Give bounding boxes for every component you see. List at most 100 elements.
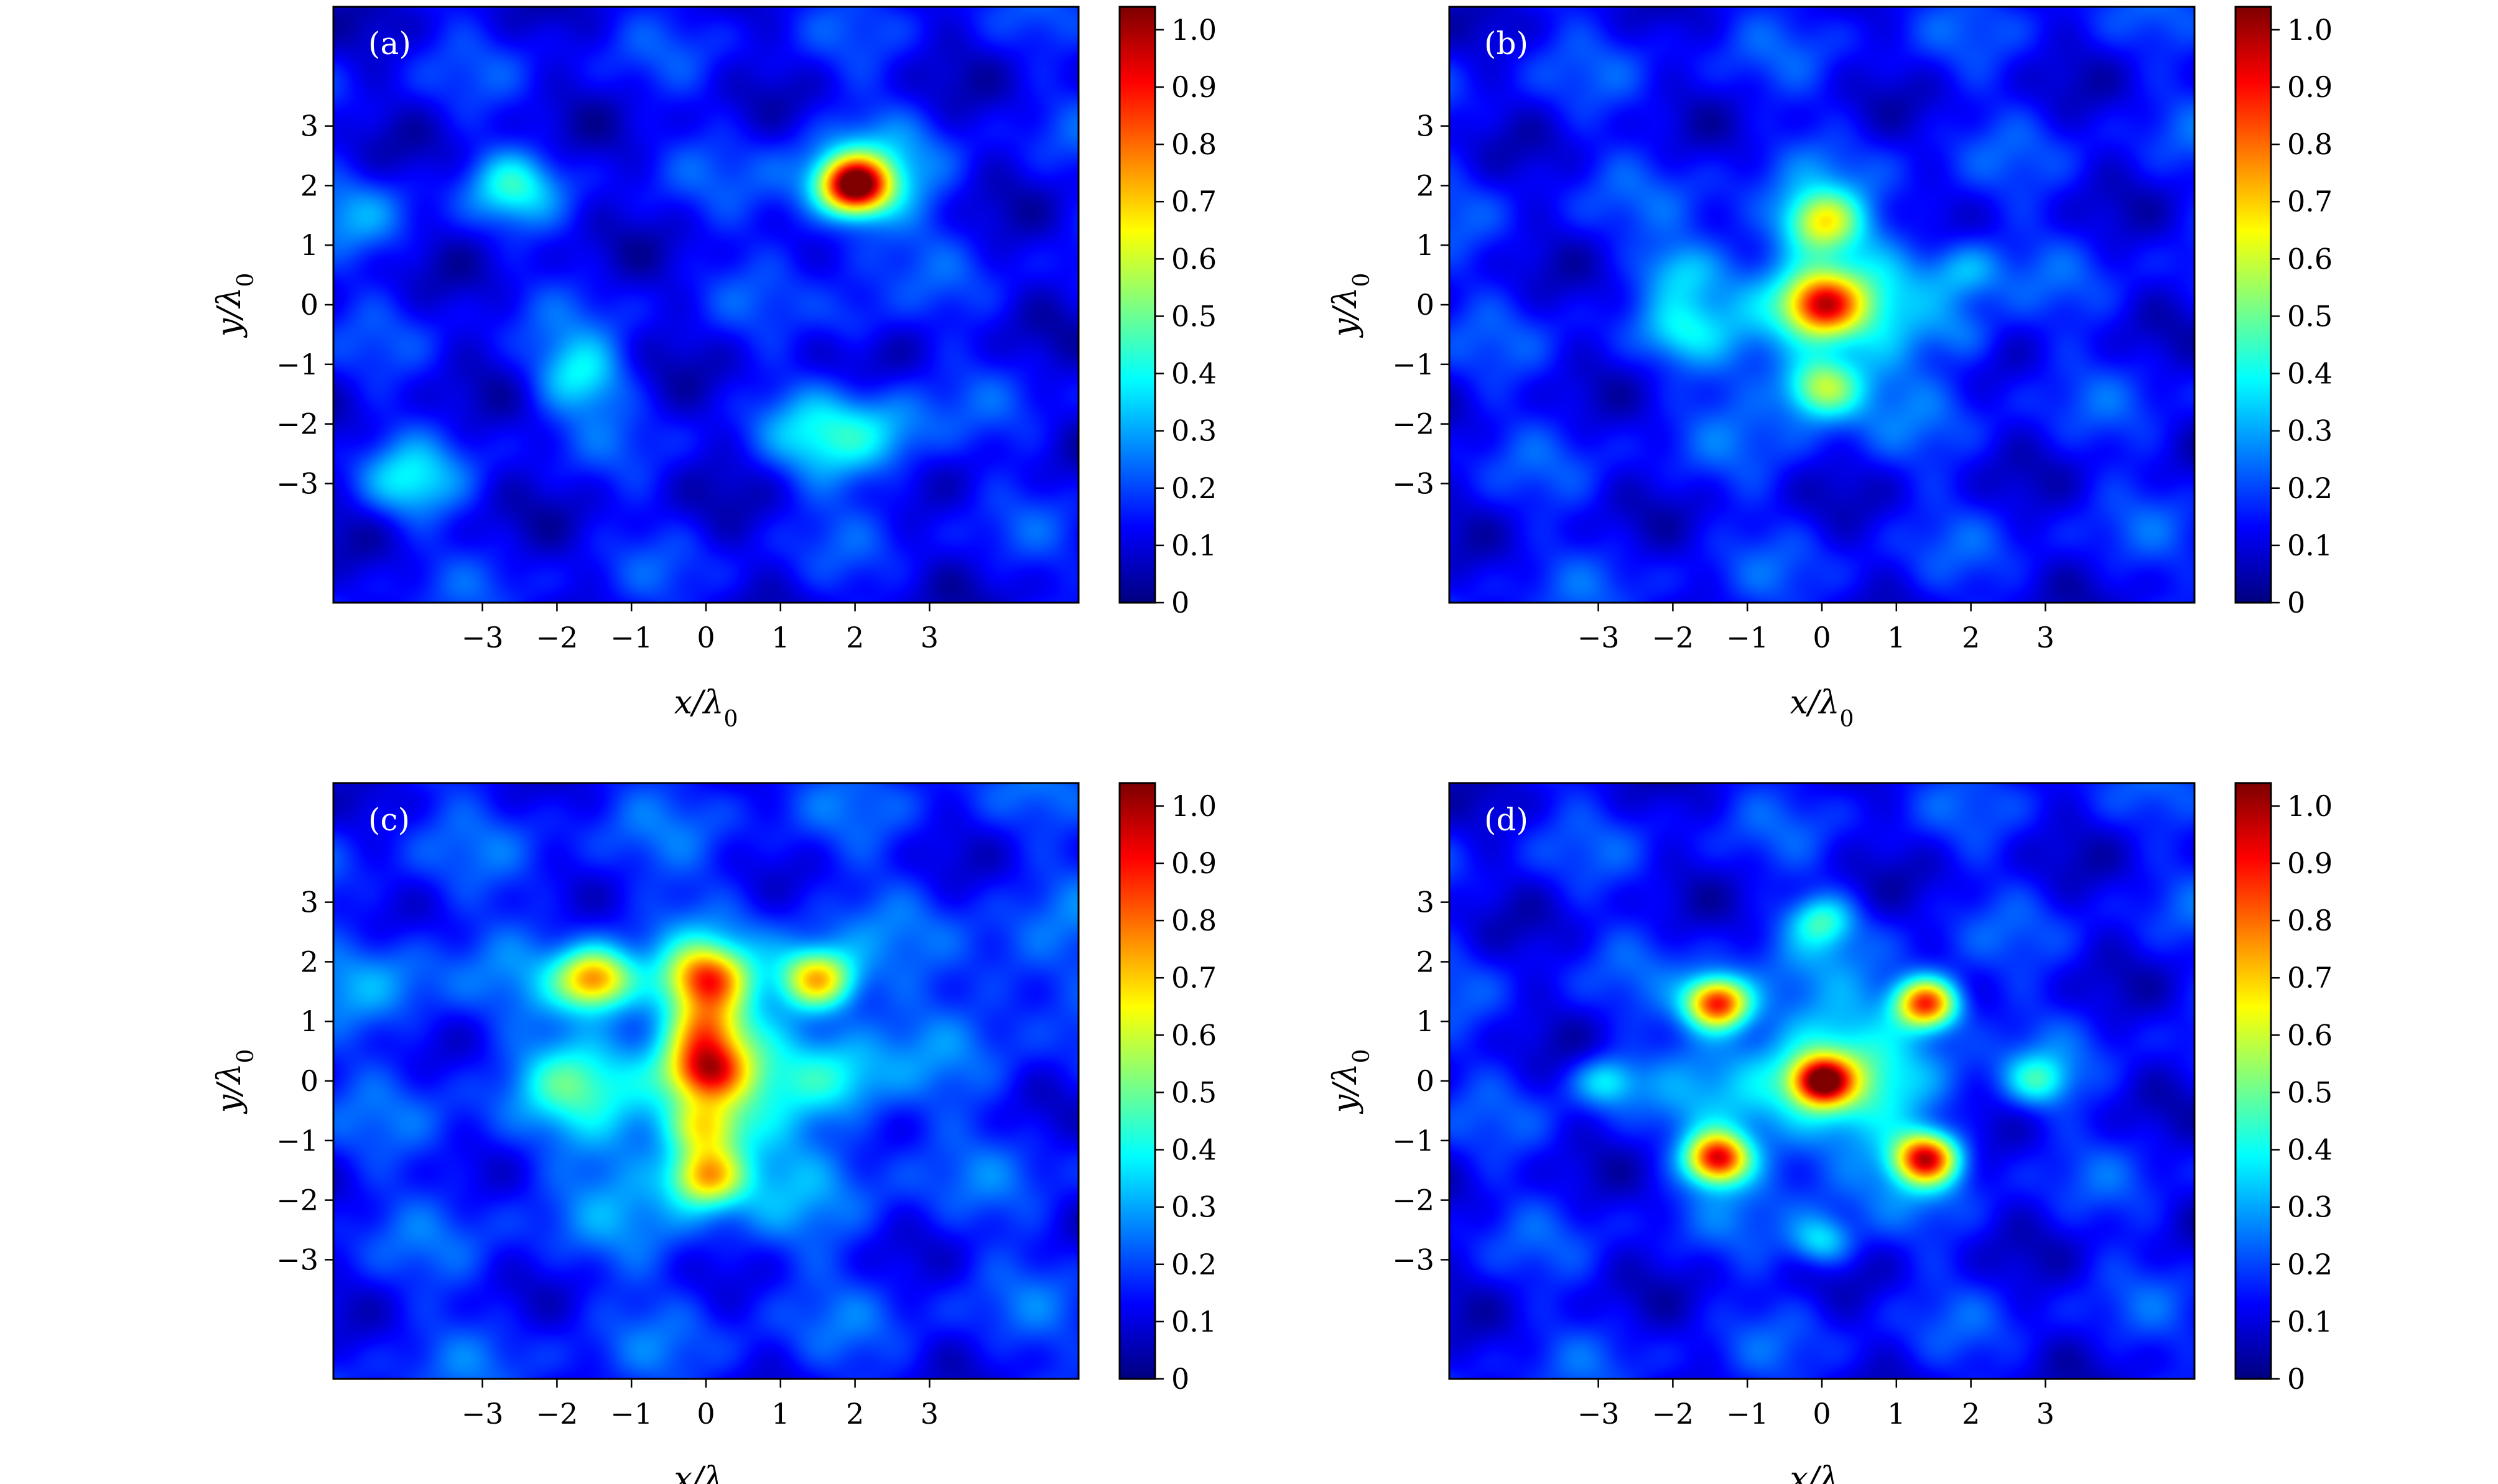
x-tick-label: −1 — [1726, 621, 1768, 654]
x-tick-label: −1 — [610, 1397, 652, 1431]
y-axis-label: y/λ0 — [211, 1049, 259, 1115]
panel-d: (d) −3 −2 −1 0 1 2 3 3 2 1 0 −1 −2 −3 x/λ0 y/λ0 0 0.1 0.2 0.… — [1327, 782, 2333, 1484]
y-axis-label: y/λ0 — [1327, 273, 1375, 338]
y-tick-label: −3 — [276, 1243, 318, 1276]
colorbar-tick-label: 0.6 — [2287, 242, 2333, 276]
colorbar-tick-label: 0.7 — [1171, 185, 1217, 218]
y-tick-label: 3 — [1416, 109, 1434, 143]
colorbar-tick-label: 0.2 — [2287, 1248, 2333, 1281]
colorbar-frame — [2234, 6, 2272, 604]
colorbar-tick-label: 1.0 — [1171, 13, 1217, 47]
y-tick-label: −2 — [1392, 407, 1434, 441]
y-tick-label: 1 — [300, 1004, 318, 1038]
colorbar-gradient — [2236, 7, 2271, 603]
x-tick-label: 1 — [771, 621, 789, 654]
x-tick-label: −2 — [1651, 1397, 1694, 1431]
y-tick-label: −3 — [1392, 1243, 1434, 1276]
panel-label: (c) — [368, 802, 410, 838]
panel-b: (b) −3 −2 −1 0 1 2 3 3 2 1 0 −1 −2 −3 x/λ0 y/λ0 0 0.1 0.2 0.… — [1327, 6, 2333, 732]
y-tick-label: 2 — [1416, 169, 1434, 202]
colorbar-tick-label: 0.9 — [2287, 846, 2333, 880]
x-tick-label: 1 — [1887, 1397, 1905, 1431]
x-tick-label: 0 — [1813, 1397, 1831, 1431]
heatmap-image — [333, 7, 1079, 603]
x-tick-label: 3 — [2036, 621, 2055, 654]
heatmap-image — [1449, 7, 2194, 603]
colorbar-tick-label: 0.4 — [2287, 357, 2333, 391]
x-tick-label: 3 — [2036, 1397, 2055, 1431]
y-tick-label: −3 — [1392, 466, 1434, 500]
colorbar-tick-label: 1.0 — [2287, 13, 2333, 47]
y-tick-label: 3 — [300, 886, 318, 919]
colorbar-tick-label: 0.1 — [1171, 529, 1217, 562]
colorbar-tick-label: 0.2 — [1171, 471, 1217, 505]
colorbar-tick-label: 0.5 — [1171, 299, 1217, 333]
y-tick-label: 2 — [1416, 945, 1434, 978]
colorbar-tick-label: 0.3 — [1171, 1190, 1217, 1224]
colorbar-frame — [1118, 6, 1156, 604]
colorbar-frame — [1118, 782, 1156, 1380]
x-tick-label: 0 — [1813, 621, 1831, 654]
y-tick-label: 1 — [1416, 228, 1434, 262]
x-tick-label: −3 — [1577, 1397, 1620, 1431]
x-tick-label: 1 — [771, 1397, 789, 1431]
y-tick-label: −1 — [276, 348, 318, 381]
colorbar-tick-label: 0 — [2287, 586, 2305, 619]
x-tick-label: −3 — [1577, 621, 1620, 654]
y-tick-label: 0 — [300, 288, 318, 322]
colorbar-tick-label: 0.3 — [1171, 414, 1217, 448]
colorbar-tick-label: 0.7 — [2287, 185, 2333, 218]
y-tick-label: 2 — [300, 945, 318, 978]
y-tick-label: 1 — [300, 228, 318, 262]
y-tick-label: 3 — [1416, 886, 1434, 919]
x-axis-label: x/λ0 — [674, 1460, 738, 1484]
colorbar-tick-label: 0 — [1171, 586, 1189, 619]
colorbar-tick-label: 0.3 — [2287, 1190, 2333, 1224]
colorbar-tick-label: 1.0 — [1171, 789, 1217, 823]
x-tick-label: −2 — [536, 1397, 578, 1431]
x-tick-label: 0 — [697, 1397, 715, 1431]
colorbar-tick-label: 0.4 — [1171, 357, 1217, 391]
panel-label: (a) — [368, 26, 411, 62]
x-tick-label: 1 — [1887, 621, 1905, 654]
colorbar-tick-label: 0.1 — [1171, 1305, 1217, 1338]
colorbar-tick-label: 0.2 — [2287, 471, 2333, 505]
colorbar-gradient — [2236, 783, 2271, 1379]
y-tick-label: 2 — [300, 169, 318, 202]
y-tick-label: −3 — [276, 466, 318, 500]
colorbar-gradient — [1120, 783, 1155, 1379]
colorbar-tick-label: 0.3 — [2287, 414, 2333, 448]
y-tick-label: −2 — [276, 1184, 318, 1217]
x-tick-label: 3 — [921, 621, 939, 654]
x-axis-label: x/λ0 — [674, 684, 738, 732]
colorbar-tick-label: 1.0 — [2287, 789, 2333, 823]
colorbar-tick-label: 0.9 — [1171, 70, 1217, 104]
x-tick-label: 2 — [1962, 621, 1980, 654]
y-tick-label: 0 — [300, 1064, 318, 1098]
x-axis-label: x/λ0 — [1790, 684, 1854, 732]
x-tick-label: −2 — [536, 621, 578, 654]
x-tick-label: 2 — [846, 621, 864, 654]
x-tick-label: 3 — [921, 1397, 939, 1431]
y-axis-label: y/λ0 — [211, 273, 259, 338]
colorbar-tick-label: 0.6 — [1171, 1018, 1217, 1052]
colorbar-tick-label: 0.4 — [2287, 1133, 2333, 1167]
colorbar-tick-label: 0.7 — [2287, 961, 2333, 995]
colorbar-tick-label: 0.5 — [2287, 299, 2333, 333]
x-tick-label: 0 — [697, 621, 715, 654]
y-tick-label: 0 — [1416, 1064, 1434, 1098]
heatmap-image — [1449, 783, 2194, 1379]
colorbar-tick-label: 0.5 — [1171, 1075, 1217, 1109]
y-tick-label: 0 — [1416, 288, 1434, 322]
colorbar-tick-label: 0.6 — [1171, 242, 1217, 276]
panel-c: (c) −3 −2 −1 0 1 2 3 3 2 1 0 −1 −2 −3 x/λ0 y/λ0 0 0.1 0.2 0.… — [211, 782, 1217, 1484]
y-tick-label: −1 — [1392, 1124, 1434, 1157]
y-tick-label: −2 — [1392, 1184, 1434, 1217]
y-tick-label: 1 — [1416, 1004, 1434, 1038]
colorbar-tick-label: 0.7 — [1171, 961, 1217, 995]
y-tick-label: 3 — [300, 109, 318, 143]
colorbar-tick-label: 0.1 — [2287, 529, 2333, 562]
panel-a: (a) −3 −2 −1 0 1 2 3 3 2 1 0 −1 −2 −3 x/λ0 y/λ0 0 0.1 0.2 0.… — [211, 6, 1217, 732]
colorbar-tick-label: 0.8 — [1171, 904, 1217, 937]
